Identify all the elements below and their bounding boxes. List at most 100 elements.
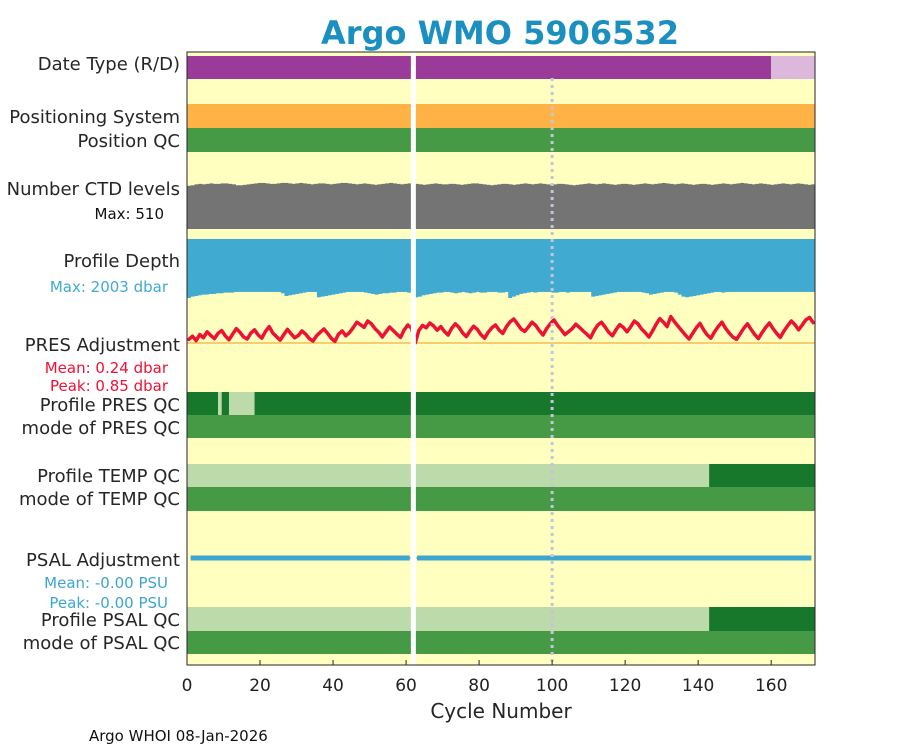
- profile-depth-cycle-58: [392, 239, 397, 293]
- profile-depth-cycle-51: [367, 239, 372, 294]
- ctd-levels-cycle-26: [280, 182, 285, 229]
- ctd-levels-cycle-54: [385, 183, 390, 229]
- profile-depth-cycle-47: [353, 239, 358, 292]
- date-type-label: Date Type (R/D): [38, 54, 180, 75]
- profile-depth-cycle-45: [345, 239, 350, 292]
- ctd-levels-cycle-143: [717, 183, 722, 229]
- profile-depth-cycle-113: [591, 239, 596, 297]
- ctd-levels-cycle-88: [512, 184, 517, 229]
- profile-depth-cycle-49: [360, 239, 365, 292]
- ctd-levels-cycle-97: [545, 184, 550, 229]
- ctd-levels-cycle-38: [325, 183, 330, 229]
- profile-depth-cycle-128: [645, 239, 650, 294]
- ctd-levels-cycle-146: [729, 184, 734, 229]
- profile-depth-cycle-14: [233, 239, 238, 292]
- profile-depth-cycle-46: [349, 239, 354, 292]
- profile-depth-cycle-1: [187, 239, 192, 298]
- profile-depth-cycle-163: [771, 239, 776, 292]
- ctd-levels-cycle-17: [246, 184, 251, 229]
- ctd-levels-cycle-149: [740, 182, 745, 229]
- position-qc-segment-0: [187, 128, 815, 152]
- profile-depth-cycle-56: [385, 239, 390, 294]
- profile-depth-cycle-85: [490, 239, 495, 292]
- ctd-levels-cycle-32: [302, 183, 308, 229]
- profile-depth-cycle-160: [760, 239, 765, 292]
- ctd-levels-cycle-7: [209, 183, 214, 229]
- ctd-levels-cycle-23: [269, 183, 274, 229]
- ctd-levels-cycle-165: [800, 183, 805, 229]
- ctd-levels-cycle-105: [575, 184, 580, 229]
- ctd-levels-cycle-128: [661, 182, 666, 229]
- x-tick-label-80: 80: [468, 676, 490, 696]
- profile-depth-cycle-15: [237, 239, 242, 292]
- ctd-levels-cycle-168: [811, 184, 816, 229]
- profile-depth-cycle-61: [403, 239, 408, 292]
- profile-depth-cycle-53: [374, 239, 379, 295]
- ctd-levels-cycle-18: [250, 183, 255, 229]
- profile-depth-cycle-8: [212, 239, 217, 294]
- ctd-levels-cycle-77: [471, 183, 476, 229]
- ctd-levels-cycle-119: [628, 184, 633, 229]
- ctd-levels-cycle-60: [407, 183, 412, 229]
- profile-psal-qc-segment-0: [187, 607, 710, 631]
- profile-depth-cycle-147: [713, 239, 718, 292]
- profile-depth-cycle-92: [515, 239, 520, 296]
- ctd-levels-cycle-57: [396, 183, 401, 229]
- ctd-levels-cycle-122: [639, 183, 644, 229]
- profile-depth-cycle-97: [533, 239, 538, 293]
- row-labels: Date Type (R/D) Positioning System Posit…: [7, 54, 180, 654]
- profile-depth-cycle-5: [201, 239, 206, 295]
- plot-frame: [186, 51, 816, 666]
- profile-depth-cycle-12: [226, 239, 231, 293]
- ctd-levels-cycle-94: [534, 183, 539, 229]
- profile-depth-cycle-156: [746, 239, 751, 292]
- ctd-levels-cycle-71: [448, 183, 453, 229]
- profile-depth-cycle-130: [652, 239, 657, 294]
- profile-temp-qc-label: Profile TEMP QC: [37, 466, 180, 487]
- ctd-levels-cycle-4: [198, 183, 203, 229]
- profile-depth-cycle-118: [609, 239, 614, 294]
- ctd-levels-cycle-84: [497, 184, 502, 229]
- ctd-levels-cycle-3: [194, 184, 199, 229]
- profile-depth-cycle-133: [663, 239, 668, 292]
- x-tick-label-0: 0: [182, 676, 193, 696]
- x-tick-label-100: 100: [536, 676, 568, 696]
- ctd-levels-cycle-64: [422, 184, 427, 229]
- ctd-levels-cycle-50: [370, 184, 375, 229]
- ctd-levels-cycle-41: [336, 183, 341, 229]
- ctd-levels-cycle-100: [557, 183, 562, 229]
- profile-depth-cycle-57: [389, 239, 394, 293]
- profile-depth-cycle-125: [634, 239, 639, 292]
- ctd-levels-cycle-37: [321, 183, 326, 229]
- profile-temp-qc-segment-0: [187, 464, 710, 487]
- profile-depth-cycle-80: [472, 239, 477, 293]
- ctd-levels-cycle-12: [228, 183, 233, 229]
- ctd-levels-cycle-152: [751, 184, 756, 229]
- ctd-levels-cycle-158: [773, 184, 779, 229]
- profile-depth-cycle-64: [414, 239, 419, 298]
- profile-depth-cycle-105: [562, 239, 567, 292]
- ctd-levels-cycle-67: [433, 183, 438, 229]
- positioning-system-segment-0: [187, 104, 815, 128]
- ctd-levels-cycle-167: [807, 184, 812, 229]
- profile-depth-cycle-33: [302, 239, 307, 293]
- profile-depth-cycle-4: [197, 239, 202, 296]
- profile-depth-cycle-162: [768, 239, 773, 292]
- profile-depth-cycle-114: [594, 239, 599, 296]
- ctd-levels-cycle-124: [646, 183, 651, 229]
- profile-depth-cycle-137: [677, 239, 682, 295]
- profile-depth-cycle-129: [648, 239, 653, 295]
- ctd-levels-cycle-164: [796, 183, 801, 229]
- ctd-levels-cycle-134: [684, 183, 689, 229]
- ctd-levels-cycle-34: [310, 184, 315, 229]
- profile-depth-cycle-159: [757, 239, 762, 292]
- ctd-levels-cycle-140: [706, 184, 711, 229]
- profile-depth-cycle-126: [638, 239, 643, 292]
- profile-depth-cycle-127: [641, 239, 646, 293]
- profile-depth-cycle-60: [399, 239, 404, 292]
- profile-depth-cycle-65: [417, 239, 422, 297]
- ctd-levels-cycle-19: [254, 183, 259, 229]
- ctd-levels-cycle-95: [538, 183, 543, 229]
- ctd-levels-cycle-21: [261, 182, 266, 229]
- ctd-levels-cycle-72: [452, 183, 457, 229]
